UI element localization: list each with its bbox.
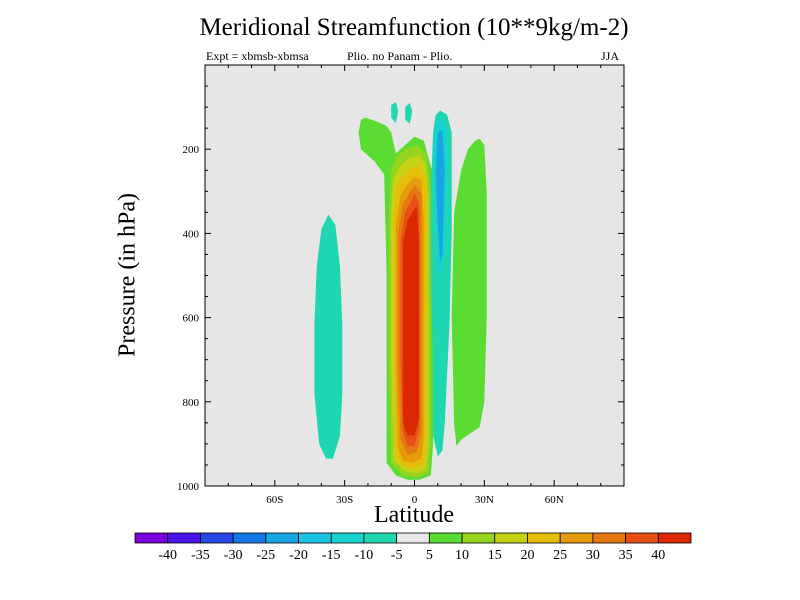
colorbar-label: -10 bbox=[355, 548, 374, 563]
colorbar-swatch bbox=[363, 532, 398, 544]
colorbar-label: 35 bbox=[619, 548, 633, 563]
colorbar-swatch bbox=[200, 532, 234, 544]
colorbar-swatch bbox=[298, 532, 332, 544]
colorbar-label: 25 bbox=[553, 548, 567, 563]
x-axis-label: Latitude bbox=[374, 502, 454, 528]
x-tick-label: 60S bbox=[266, 494, 283, 506]
contour-north-neg-15 bbox=[435, 130, 445, 263]
colorbar-swatch bbox=[232, 532, 267, 544]
colorbar-label: -40 bbox=[158, 548, 177, 563]
comparison-label: Plio. no Panam - Plio. bbox=[347, 49, 453, 63]
colorbar-swatch bbox=[527, 532, 561, 544]
colorbar-swatch bbox=[494, 532, 528, 544]
colorbar-label: 30 bbox=[586, 548, 600, 563]
colorbar-swatch bbox=[167, 532, 201, 544]
colorbar-swatch bbox=[559, 532, 594, 544]
colorbar-label: 10 bbox=[455, 548, 469, 563]
colorbar-swatch bbox=[461, 532, 496, 544]
x-tick-label: 30N bbox=[475, 494, 494, 506]
contour-upper-blob-2 bbox=[405, 102, 413, 124]
colorbar-swatch bbox=[428, 532, 463, 544]
season-label: JJA bbox=[601, 49, 620, 63]
colorbar-label: 5 bbox=[426, 548, 433, 563]
y-tick-label: 600 bbox=[183, 313, 200, 325]
experiment-label: Expt = xbmsb-xbmsa bbox=[206, 49, 309, 63]
colorbar: -40 -35 -30 -25 -20 -15 -10 -5 5 10 15 20 25 30 35 40 bbox=[134, 532, 692, 563]
colorbar-label: -20 bbox=[289, 548, 308, 563]
colorbar-label: 20 bbox=[520, 548, 534, 563]
y-tick-label: 1000 bbox=[177, 481, 200, 493]
colorbar-label: -35 bbox=[191, 548, 210, 563]
y-tick-label: 800 bbox=[183, 397, 200, 409]
colorbar-swatch bbox=[265, 532, 299, 544]
colorbar-label: -15 bbox=[322, 548, 341, 563]
x-tick-label: 60N bbox=[545, 494, 564, 506]
y-tick-label: 400 bbox=[183, 228, 200, 240]
colorbar-swatch bbox=[625, 532, 659, 544]
colorbar-label: -25 bbox=[256, 548, 275, 563]
y-tick-label: 200 bbox=[183, 144, 200, 156]
colorbar-label: 40 bbox=[651, 548, 665, 563]
axis-ticks: 60S 30S 0 30N 60N 200 400 600 800 1000 bbox=[177, 65, 624, 506]
colorbar-swatch bbox=[134, 532, 169, 544]
chart-title: Meridional Streamfunction (10**9kg/m-2) bbox=[199, 14, 629, 41]
contour-eq-40 bbox=[402, 206, 420, 436]
colorbar-swatch bbox=[330, 532, 365, 544]
colorbar-swatch bbox=[592, 532, 626, 544]
x-tick-label: 0 bbox=[412, 494, 418, 506]
x-tick-label: 30S bbox=[336, 494, 353, 506]
colorbar-swatch bbox=[396, 532, 430, 544]
colorbar-label: -5 bbox=[391, 548, 403, 563]
colorbar-label: -30 bbox=[224, 548, 243, 563]
contour-south-cell bbox=[314, 214, 343, 459]
colorbar-swatch bbox=[657, 532, 692, 544]
colorbar-label: 15 bbox=[488, 548, 502, 563]
contour-north-pos-5 bbox=[451, 138, 487, 446]
contour-layer bbox=[314, 102, 487, 480]
contour-upper-blob-1 bbox=[391, 102, 399, 124]
